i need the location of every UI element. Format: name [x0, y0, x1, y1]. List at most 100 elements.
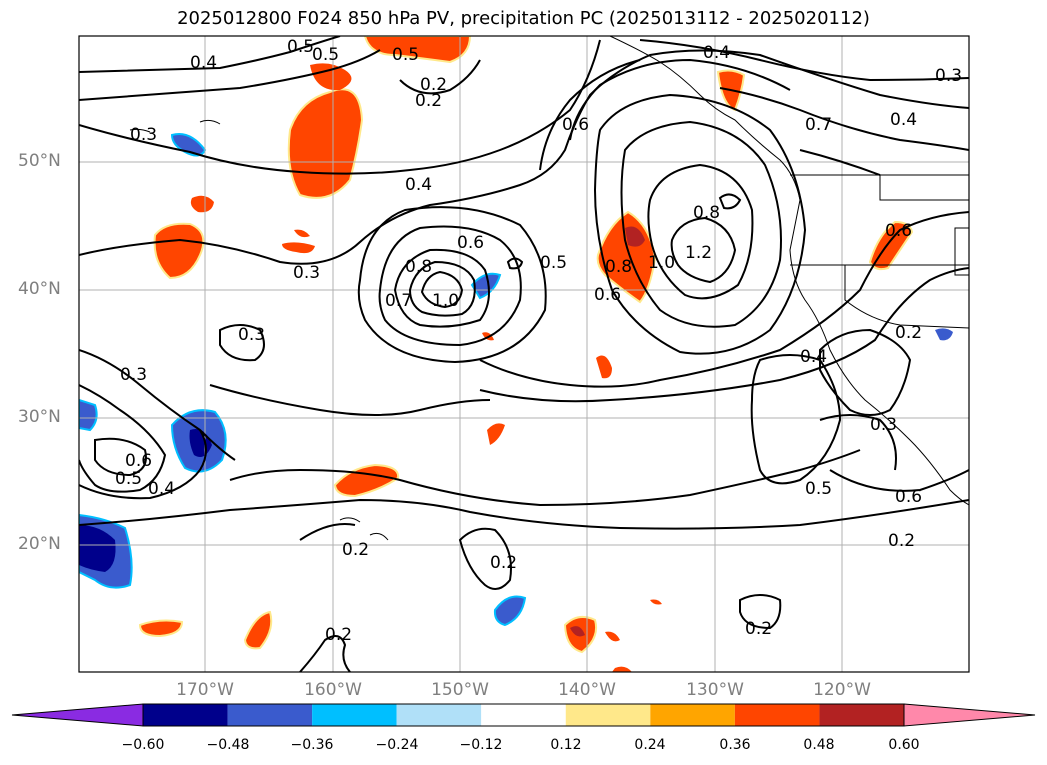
- precip-blob: [470, 272, 502, 300]
- contour-label: 0.6: [895, 487, 922, 507]
- contour-label: 0.6: [125, 451, 152, 471]
- colorbar-tick-label: 0.60: [888, 737, 920, 753]
- precip-blob: [650, 599, 662, 605]
- colorbar-extend-low: [11, 703, 144, 727]
- contour-label: 0.2: [325, 625, 352, 645]
- contour-label: 0.2: [420, 75, 447, 95]
- contour-label: 0.6: [594, 285, 621, 305]
- precip-fills: [79, 36, 953, 672]
- precip-blob: [487, 423, 505, 445]
- precip-blob: [243, 610, 273, 650]
- contour-label: 0.5: [805, 479, 832, 499]
- colorbar-tick-label: 0.36: [719, 737, 751, 753]
- contour-label: 0.4: [405, 175, 432, 195]
- contour-label: 0.6: [562, 115, 589, 135]
- precip-blob: [935, 328, 953, 341]
- contour-label: 0.3: [935, 66, 962, 86]
- precip-blob: [282, 242, 315, 254]
- lat-label: 30°N: [18, 407, 61, 427]
- contour-label: 0.7: [805, 115, 832, 135]
- precip-blob: [153, 222, 205, 280]
- contour-label: 0.7: [385, 291, 412, 311]
- precip-blob: [79, 525, 116, 572]
- contour-label: 0.3: [130, 125, 157, 145]
- contour-label: 0.4: [890, 110, 917, 130]
- contour-label-group: 0.5 0.5 0.5 0.4 0.2 0.4 0.3 0.3 0.4 0.3 …: [115, 37, 962, 645]
- colorbar-tick-label: −0.24: [375, 737, 419, 753]
- lon-label: 150°W: [431, 680, 489, 700]
- contour-label: 0.3: [870, 415, 897, 435]
- colorbar-extend-high: [903, 703, 1036, 727]
- lon-label: 120°W: [813, 680, 871, 700]
- precip-blob: [363, 36, 472, 64]
- colorbar-bin: [734, 704, 820, 726]
- precip-blob: [570, 626, 585, 637]
- precip-blob: [625, 226, 645, 247]
- colorbar-tick-label: 0.12: [550, 737, 582, 753]
- coastlines: [129, 36, 969, 541]
- contour-label: 0.3: [293, 263, 320, 283]
- contour-label: 0.4: [703, 43, 730, 63]
- contour-label: 1.0: [648, 253, 675, 273]
- contour-label: 0.4: [148, 479, 175, 499]
- colorbar-bin: [650, 704, 735, 726]
- precip-blob: [493, 595, 527, 627]
- precip-blob: [170, 133, 207, 157]
- colorbar-bin: [481, 704, 566, 726]
- lon-label: 170°W: [176, 680, 234, 700]
- precip-blob: [79, 398, 98, 432]
- precip-blob: [868, 220, 914, 271]
- contour-label: 0.5: [287, 37, 314, 57]
- contour-label: 0.2: [895, 323, 922, 343]
- lon-label: 140°W: [558, 680, 616, 700]
- colorbar-outline: [142, 703, 905, 727]
- precip-blob: [310, 63, 352, 91]
- contour-label: 0.5: [115, 469, 142, 489]
- colorbar-bin: [565, 704, 651, 726]
- colorbar-tick-label: −0.12: [459, 737, 503, 753]
- colorbar-tick-label: −0.60: [121, 737, 165, 753]
- colorbar-bin: [312, 704, 397, 726]
- colorbar-tick-label: −0.36: [290, 737, 334, 753]
- precip-blob: [294, 229, 310, 238]
- contour-label: 0.5: [540, 253, 567, 273]
- precip-blob: [287, 88, 364, 199]
- contour-label: 0.6: [885, 221, 912, 241]
- contour-label: 0.2: [490, 553, 517, 573]
- contour-label: 0.8: [605, 257, 632, 277]
- lat-label: 50°N: [18, 151, 61, 171]
- colorbar: [11, 703, 1036, 727]
- colorbar-bin: [227, 704, 313, 726]
- contour-label: 0.2: [342, 540, 369, 560]
- lat-label: 40°N: [18, 279, 61, 299]
- graticule: [79, 36, 969, 672]
- precip-blob: [333, 463, 400, 498]
- contour-label: 0.4: [190, 53, 217, 73]
- colorbar-tick-label: 0.24: [634, 737, 666, 753]
- precip-blob: [596, 355, 612, 379]
- colorbar-bin: [819, 704, 904, 726]
- contour-label: 1.2: [685, 243, 712, 263]
- contour-label: 0.2: [888, 531, 915, 551]
- precip-blob: [190, 195, 214, 213]
- pv-contours: [79, 36, 969, 672]
- contour-label: 0.4: [800, 347, 827, 367]
- precip-blob: [138, 619, 184, 638]
- lon-label: 160°W: [304, 680, 362, 700]
- colorbar-bin: [396, 704, 482, 726]
- contour-label: 0.3: [238, 325, 265, 345]
- colorbar-tick-label: −0.48: [206, 737, 250, 753]
- precip-blob: [612, 666, 632, 672]
- contour-label: 0.3: [120, 365, 147, 385]
- colorbar-tick-label: 0.48: [803, 737, 835, 753]
- precip-blob: [605, 631, 620, 642]
- contour-label: 0.6: [457, 233, 484, 253]
- map-frame: [78, 35, 970, 673]
- contour-label: 1.0: [432, 291, 459, 311]
- lon-label: 130°W: [686, 680, 744, 700]
- contour-label: 0.2: [745, 619, 772, 639]
- colorbar-bin: [143, 704, 228, 726]
- contour-label: 0.2: [415, 91, 442, 111]
- lat-label: 20°N: [18, 534, 61, 554]
